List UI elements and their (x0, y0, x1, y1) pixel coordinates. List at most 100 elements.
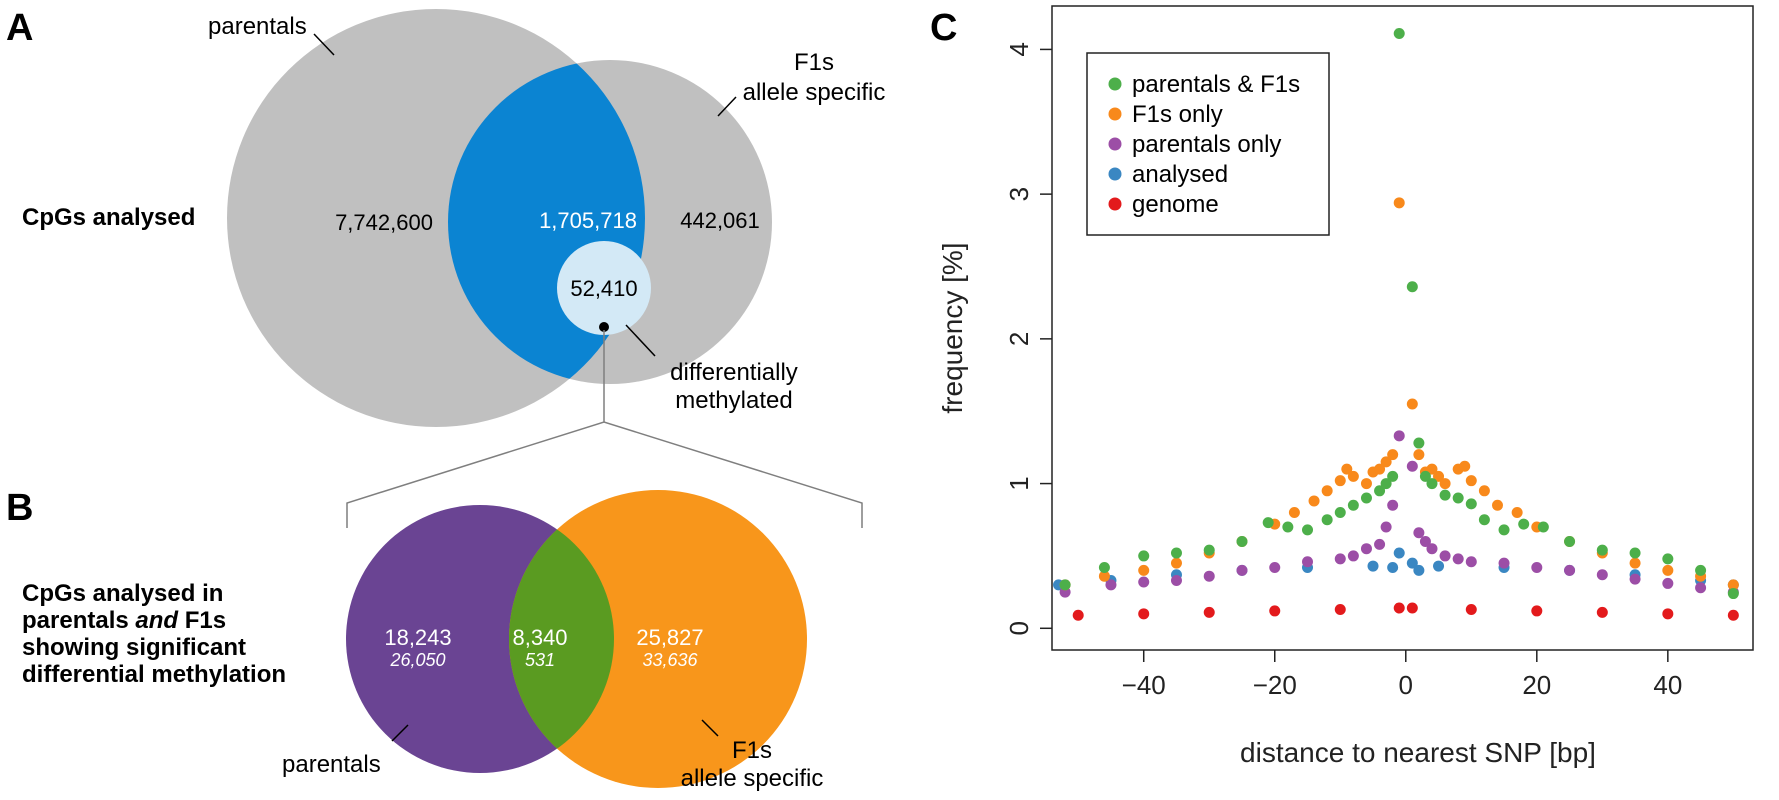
label-dm-line1: differentially (670, 359, 798, 386)
data-point (1426, 463, 1438, 475)
panel-b: B CpGs analysed in parentals and F1s sho… (6, 487, 823, 792)
data-point (1478, 485, 1490, 497)
data-point (1426, 478, 1438, 490)
data-point (1347, 550, 1359, 562)
data-point (1629, 557, 1641, 569)
leader-b-parentals (391, 724, 409, 742)
label-parentals: parentals (208, 13, 307, 40)
data-point (1498, 557, 1510, 569)
data-point (1203, 570, 1215, 582)
data-point (1236, 535, 1248, 547)
panel-b-row-line4: differential methylation (22, 661, 286, 688)
panel-c: C 0 1 2 3 4 −40 −20 0 20 40 distance to nearest … (930, 5, 1754, 768)
data-point (1072, 609, 1084, 621)
data-point (1308, 495, 1320, 507)
data-point (1380, 456, 1392, 468)
data-point (1374, 463, 1386, 475)
legend-marker (1108, 77, 1122, 91)
count-b-mid-sub: 531 (525, 650, 555, 670)
panel-letter-c: C (930, 7, 957, 49)
data-point (1727, 579, 1739, 591)
data-point (1452, 492, 1464, 504)
series-genome (1072, 602, 1739, 621)
data-point (1387, 470, 1399, 482)
data-point (1262, 517, 1274, 529)
data-point (1341, 463, 1353, 475)
x-tick-label: −20 (1253, 670, 1297, 700)
label-dm-line2: methylated (675, 387, 792, 414)
leader-f1 (717, 96, 737, 117)
data-point (1334, 507, 1346, 519)
data-point (1170, 557, 1182, 569)
legend-box (1086, 52, 1330, 236)
data-point (1374, 485, 1386, 497)
count-b-left: 18,243 (384, 625, 451, 650)
x-tick-label: 20 (1522, 670, 1551, 700)
x-tick-label: −40 (1122, 670, 1166, 700)
panel-a: A CpGs analysed 7,742,600 1,705,718 442,… (6, 7, 885, 528)
data-point (1138, 564, 1150, 576)
leader-dm (625, 324, 656, 357)
data-point (1564, 564, 1576, 576)
zoom-bracket (346, 421, 863, 528)
x-tick-label: 40 (1653, 670, 1682, 700)
data-point (1459, 460, 1471, 472)
label-b-f1-line1: F1s (732, 737, 772, 764)
data-point (1727, 588, 1739, 600)
legend-marker (1108, 107, 1122, 121)
data-point (1596, 569, 1608, 581)
legend-label: F1s only (1132, 101, 1223, 128)
data-point (1662, 564, 1674, 576)
data-point (1098, 562, 1110, 574)
data-point (1105, 579, 1117, 591)
data-point (1059, 579, 1071, 591)
count-dm: 52,410 (570, 276, 637, 301)
count-b-left-sub: 26,050 (389, 650, 445, 670)
data-point (1439, 478, 1451, 490)
legend-marker (1108, 197, 1122, 211)
series-parentals-only (1059, 430, 1739, 598)
data-point (1662, 608, 1674, 620)
panel-letter-a: A (6, 7, 33, 49)
venn-b-intersection (509, 505, 614, 773)
count-b-right-sub: 33,636 (642, 650, 698, 670)
data-point (1387, 449, 1399, 461)
data-point (1596, 606, 1608, 618)
data-point (1302, 524, 1314, 536)
data-point (1511, 507, 1523, 519)
scatter-points (1053, 27, 1739, 621)
count-f1-only: 442,061 (680, 208, 760, 233)
venn-intersection (448, 60, 645, 384)
panel-a-row-label: CpGs analysed (22, 204, 195, 231)
data-point (1334, 553, 1346, 565)
data-point (1393, 197, 1405, 209)
count-b-right: 25,827 (636, 625, 703, 650)
panel-b-row-line3: showing significant (22, 634, 246, 661)
legend-label: parentals only (1132, 131, 1281, 158)
data-point (1334, 475, 1346, 487)
panel-letter-b: B (6, 487, 33, 529)
data-point (1531, 562, 1543, 574)
leader-parentals (313, 33, 335, 56)
data-point (1452, 553, 1464, 565)
data-point (1465, 556, 1477, 568)
data-point (1662, 577, 1674, 589)
data-point (1629, 547, 1641, 559)
data-point (1321, 485, 1333, 497)
data-point (1406, 460, 1418, 472)
y-axis: 0 1 2 3 4 (1004, 42, 1052, 636)
label-b-parentals: parentals (282, 751, 381, 778)
legend-label: analysed (1132, 161, 1228, 188)
data-point (1170, 547, 1182, 559)
data-point (1439, 489, 1451, 501)
data-point (1170, 575, 1182, 587)
data-point (1413, 437, 1425, 449)
series-f1s-only (1059, 197, 1739, 591)
data-point (1302, 556, 1314, 568)
y-tick-label: 1 (1004, 476, 1034, 490)
data-point (1269, 562, 1281, 574)
data-point (1393, 430, 1405, 442)
dm-dot (599, 322, 609, 332)
data-point (1138, 576, 1150, 588)
